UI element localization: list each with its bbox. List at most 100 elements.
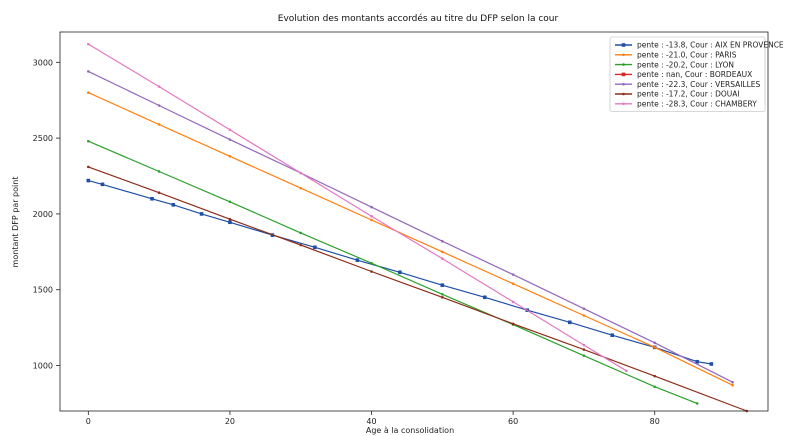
data-point: [86, 178, 91, 183]
data-point: [370, 261, 373, 265]
x-tick-label: 60: [508, 417, 518, 426]
y-axis-label: montant DFP par point: [11, 177, 20, 268]
data-point: [370, 214, 373, 218]
legend-marker: [622, 63, 625, 66]
data-point: [709, 362, 714, 366]
data-point: [582, 307, 586, 310]
series-line-2: [88, 140, 698, 404]
data-point: [625, 369, 628, 373]
data-point: [228, 128, 232, 132]
series-line-6: [87, 43, 627, 372]
data-point: [441, 257, 444, 260]
data-point: [582, 348, 586, 351]
legend-marker: [621, 43, 626, 47]
data-point: [157, 123, 161, 126]
data-point: [171, 203, 176, 207]
data-point: [695, 359, 699, 364]
x-tick-label: 20: [225, 417, 235, 426]
legend: pente : -13.8, Cour : AIX EN PROVENCEpen…: [609, 36, 784, 112]
data-point: [299, 231, 303, 235]
data-point: [441, 250, 444, 254]
data-point: [695, 402, 699, 405]
data-point: [653, 346, 657, 349]
series-line-4: [88, 70, 733, 383]
data-point: [582, 354, 586, 357]
data-point: [313, 245, 317, 250]
y-tick-label: 2500: [33, 134, 53, 143]
data-point: [582, 343, 586, 347]
data-point: [228, 138, 232, 141]
data-point: [157, 104, 161, 107]
y-tick-label: 1000: [33, 362, 53, 371]
data-point: [87, 70, 90, 73]
legend-marker: [622, 102, 625, 106]
y-axis: 1000 1500 2000 2500 3000: [33, 58, 60, 371]
series-line-5: [88, 166, 748, 412]
data-point: [87, 91, 90, 94]
data-point: [653, 385, 657, 389]
data-point: [228, 217, 232, 221]
data-point: [582, 314, 586, 317]
data-point: [299, 171, 303, 175]
data-point: [299, 186, 303, 190]
legend-marker: [622, 82, 625, 86]
data-point: [653, 374, 657, 378]
data-point: [731, 383, 734, 387]
data-point: [228, 200, 232, 204]
legend-marker: [622, 53, 625, 57]
legend-label: pente : -13.8, Cour : AIX EN PROVENCE: [637, 41, 784, 50]
plot-frame: [59, 31, 769, 412]
y-tick-label: 1500: [33, 286, 53, 295]
plot-area: [86, 42, 749, 413]
data-point: [199, 212, 204, 216]
data-point: [441, 292, 444, 296]
y-tick-label: 2000: [33, 210, 53, 219]
data-point: [441, 296, 444, 299]
data-point: [370, 270, 373, 273]
data-point: [299, 243, 303, 247]
x-axis-label: Age à la consolidation: [366, 426, 454, 435]
data-point: [511, 322, 515, 326]
data-point: [370, 205, 373, 209]
legend-marker: [621, 72, 626, 77]
legend-label: pente : -20.2, Cour : LYON: [637, 60, 734, 69]
data-point: [87, 42, 90, 46]
legend-label: pente : -22.3, Cour : VERSAILLES: [637, 80, 761, 89]
data-point: [731, 380, 734, 384]
x-axis: 0 20 40 60 80: [86, 411, 660, 426]
data-point: [370, 218, 373, 222]
legend-marker: [622, 92, 625, 96]
data-point: [511, 273, 515, 276]
data-point: [653, 341, 657, 345]
data-point: [511, 282, 515, 285]
data-point: [157, 191, 161, 194]
data-point: [441, 239, 444, 243]
data-point: [87, 165, 90, 169]
data-point: [150, 196, 154, 201]
data-point: [398, 270, 402, 275]
data-point: [567, 320, 572, 325]
data-point: [157, 170, 161, 173]
data-point: [610, 333, 615, 337]
legend-label: pente : -21.0, Cour : PARIS: [637, 51, 737, 60]
legend-label: pente : -17.2, Cour : DOUAI: [637, 90, 740, 99]
data-point: [87, 139, 90, 143]
legend-label: pente : -28.3, Cour : CHAMBERY: [637, 100, 757, 109]
y-tick-label: 3000: [33, 58, 53, 67]
legend-label: pente : nan, Cour : BORDEAUX: [637, 70, 752, 79]
data-point: [440, 283, 445, 287]
data-point: [100, 182, 105, 187]
chart-title: Evolution des montants accordés au titre…: [278, 13, 559, 24]
data-point: [511, 300, 515, 304]
series-line-1: [88, 92, 733, 386]
data-point: [355, 258, 360, 262]
data-point: [228, 155, 232, 158]
data-point: [483, 295, 487, 300]
legend-box: [609, 36, 766, 112]
x-tick-label: 80: [650, 417, 660, 426]
x-tick-label: 0: [86, 417, 91, 426]
x-tick-label: 40: [366, 417, 376, 426]
data-point: [228, 220, 232, 225]
data-point: [157, 85, 161, 88]
